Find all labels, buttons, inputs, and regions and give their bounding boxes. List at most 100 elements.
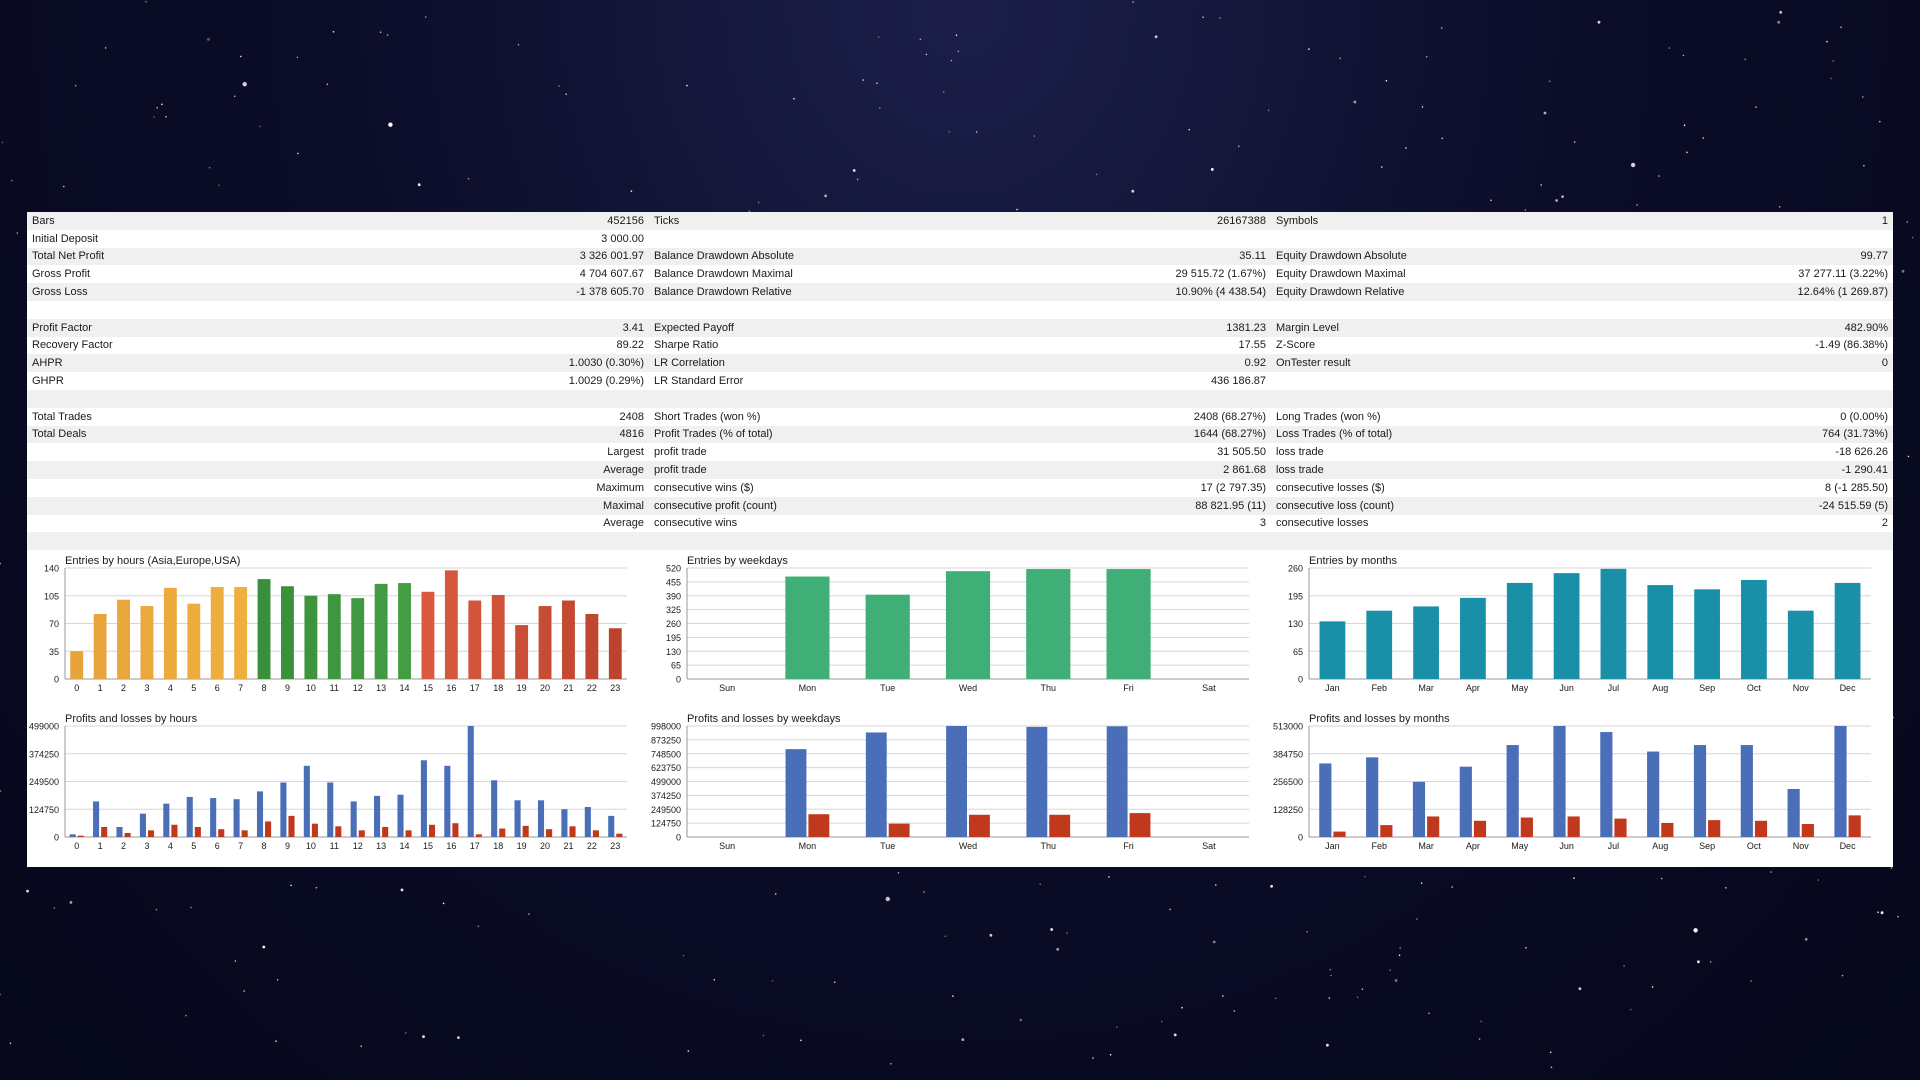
stats-cell: GHPR 1.0029 (0.29%) [27, 372, 649, 390]
star [259, 125, 261, 128]
star [0, 993, 1, 996]
y-tick-label: 0 [1298, 675, 1303, 685]
profit-bar [1693, 745, 1707, 837]
stat-value: 2 861.68 [1223, 464, 1266, 477]
bar [865, 594, 910, 679]
x-tick-label: Jul [1608, 841, 1620, 851]
stats-cell: Z-Score -1.49 (86.38%) [1271, 337, 1893, 355]
star [1478, 1038, 1481, 1040]
star [1169, 908, 1171, 911]
star [240, 55, 242, 58]
star [1817, 879, 1820, 881]
stats-cell [649, 390, 1271, 408]
x-tick-label: 8 [262, 683, 267, 693]
x-tick-label: May [1511, 683, 1529, 693]
entries-by-hours-chart: Entries by hours (Asia,Europe,USA)035701… [44, 555, 627, 693]
bar [1319, 621, 1346, 679]
bar [1026, 569, 1071, 679]
profit-bar [280, 782, 287, 837]
profit-bar [1459, 766, 1472, 837]
loss-bar [1049, 814, 1071, 837]
stat-label: profit trade [654, 464, 707, 477]
stats-cell: Total Net Profit 3 326 001.97 [27, 248, 649, 266]
star [1238, 145, 1240, 147]
stat-label: loss trade [1276, 464, 1324, 477]
loss-bar [1754, 820, 1768, 837]
star [1702, 137, 1705, 139]
stats-cell [649, 230, 1271, 248]
stats-cell: Equity Drawdown Relative 12.64% (1 269.87… [1271, 283, 1893, 301]
loss-bar [522, 825, 529, 837]
stat-value: 2 [1881, 517, 1888, 530]
star [1405, 147, 1407, 149]
star [1906, 221, 1908, 223]
stat-value: 88 821.95 (11) [1195, 499, 1266, 512]
star [0, 562, 1, 565]
x-tick-label: 21 [563, 683, 573, 693]
x-tick-label: Wed [959, 841, 977, 851]
stat-label: Profit Factor [32, 321, 92, 334]
stat-label: Initial Deposit [32, 232, 99, 245]
backtest-report: Bars 452156 Ticks 26167388 Symbols 1 Initial D… [27, 212, 1893, 867]
stats-cell: LR Standard Error 436 186.87 [649, 372, 1271, 390]
bar [608, 628, 622, 679]
stats-cell [1271, 301, 1893, 319]
star [1897, 915, 1899, 918]
stat-label: Average [603, 464, 644, 477]
x-tick-label: 11 [330, 683, 339, 693]
x-tick-label: 6 [215, 683, 220, 693]
stat-label: Maximal [603, 499, 644, 512]
stat-value: 3 [1259, 517, 1266, 530]
bar [1106, 569, 1151, 679]
x-tick-label: Sun [719, 683, 735, 693]
profit-bar [1600, 732, 1613, 837]
stats-cell [27, 301, 649, 319]
y-tick-label: 0 [676, 833, 681, 843]
y-tick-label: 124750 [29, 805, 59, 815]
loss-bar [1848, 815, 1861, 837]
x-tick-label: Fri [1123, 683, 1134, 693]
star [243, 990, 245, 992]
star [1755, 106, 1757, 108]
bar [515, 625, 529, 679]
star [1561, 195, 1564, 199]
y-tick-label: 124750 [651, 819, 681, 829]
bar [1366, 610, 1393, 679]
x-tick-label: Sun [719, 841, 735, 851]
stat-label: Bars [32, 214, 55, 227]
profit-bar [1106, 726, 1128, 837]
loss-bar [358, 830, 365, 837]
x-tick-label: 23 [610, 841, 620, 851]
star [1440, 27, 1443, 29]
star [1339, 57, 1341, 59]
stats-row: Maximal consecutive profit (count) 88 821.… [27, 496, 1893, 515]
y-tick-label: 455 [666, 577, 681, 587]
profits-losses-by-months-chart: Profits and losses by months 0 128250 25650… [1273, 713, 1871, 851]
x-tick-label: Nov [1793, 683, 1810, 693]
star [53, 907, 56, 909]
x-tick-label: 21 [563, 841, 573, 851]
star [165, 115, 167, 118]
star [16, 232, 19, 234]
profit-bar [303, 765, 310, 837]
bar [491, 594, 505, 679]
x-tick-label: Thu [1041, 683, 1057, 693]
x-tick-label: Mar [1418, 841, 1434, 851]
profits-losses-by-hours-chart: Profits and losses by hours0124750249500… [29, 713, 627, 851]
star [1525, 947, 1527, 949]
profit-bar [233, 799, 240, 837]
star [467, 177, 470, 180]
star [1092, 1057, 1094, 1059]
stat-value: 31 505.50 [1217, 446, 1266, 459]
y-tick-label: 130 [1288, 619, 1303, 629]
star [1709, 961, 1712, 963]
star [218, 184, 220, 186]
stats-row: AHPR 1.0030 (0.30%) LR Correlation 0.92 OnTe… [27, 354, 1893, 373]
star [961, 1038, 965, 1041]
stat-label: Total Trades [32, 410, 92, 423]
star [856, 178, 859, 181]
loss-bar [569, 826, 576, 837]
x-tick-label: Sat [1202, 683, 1216, 693]
stat-label: Long Trades (won %) [1276, 410, 1381, 423]
star [11, 179, 13, 182]
